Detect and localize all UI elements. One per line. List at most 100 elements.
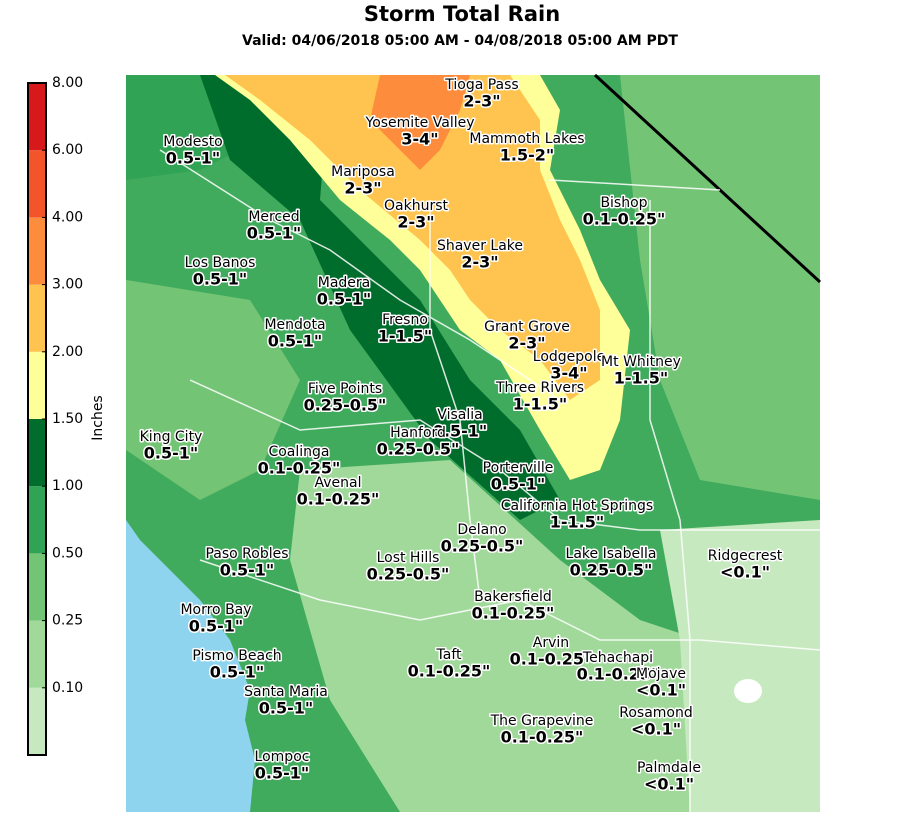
location-amount: 0.1-0.25" [258, 459, 341, 478]
location-name: Yosemite Valley [365, 115, 475, 131]
legend-swatch [28, 83, 46, 151]
location-amount: 0.1-0.25" [577, 665, 660, 684]
location-amount: 0.1-0.25" [472, 604, 555, 623]
legend-swatch [28, 217, 46, 285]
location-amount: 1.5-2" [500, 146, 554, 165]
location-amount: 0.25-0.5" [441, 537, 524, 556]
location-name: Merced [248, 209, 299, 225]
location-name: Fresno [382, 312, 428, 328]
legend-swatch [28, 553, 46, 621]
location-name: Bakersfield [474, 589, 552, 605]
legend-tick-label: 8.00 [52, 75, 83, 91]
location-name: Ridgecrest [708, 548, 783, 564]
legend-swatch [28, 419, 46, 487]
location-amount: 0.1-0.25" [510, 650, 593, 669]
location-amount: 0.5-1" [259, 699, 313, 718]
location-name: Three Rivers [495, 380, 584, 396]
lake [734, 679, 762, 703]
map [126, 73, 822, 812]
location-amount: 0.5-1" [189, 617, 243, 636]
location-name: Lake Isabella [566, 546, 657, 562]
location-amount: 2-3" [461, 253, 498, 272]
title: Storm Total Rain [364, 2, 560, 26]
legend-tick-label: 4.00 [52, 209, 83, 225]
location-name: Mammoth Lakes [469, 131, 584, 147]
legend-swatch [28, 150, 46, 218]
legend-swatch [28, 351, 46, 419]
ocean [126, 520, 255, 812]
location-amount: 2-3" [508, 334, 545, 353]
location-amount: 0.5-1" [247, 224, 301, 243]
location-name: Bishop [600, 195, 647, 211]
subtitle: Valid: 04/06/2018 05:00 AM - 04/08/2018 … [242, 33, 678, 49]
location-amount: 0.5-1" [491, 475, 545, 494]
location-name: Mojave [636, 666, 686, 682]
location-name: Mt Whitney [601, 354, 681, 370]
legend-tick-label: 1.00 [52, 478, 83, 494]
location-amount: 1-1.5" [378, 327, 432, 346]
location-amount: 1-1.5" [550, 513, 604, 532]
location-amount: 0.5-1" [220, 561, 274, 580]
location-name: Avenal [315, 475, 362, 491]
location-name: Madera [318, 275, 371, 291]
location-amount: 0.5-1" [144, 444, 198, 463]
legend-tick-label: 6.00 [52, 142, 83, 158]
location-amount: 2-3" [397, 213, 434, 232]
location-name: Arvin [533, 635, 569, 651]
zone [620, 75, 820, 500]
location-name: Pismo Beach [192, 648, 281, 664]
location-name: Palmdale [637, 760, 701, 776]
location-amount: 0.1-0.25" [583, 210, 666, 229]
location-amount: 0.25-0.5" [304, 396, 387, 415]
location-amount: 2-3" [463, 92, 500, 111]
location-amount: <0.1" [720, 563, 770, 582]
location-amount: 0.25-0.5" [377, 440, 460, 459]
location-name: Mariposa [331, 164, 395, 180]
legend-tick-label: 1.50 [52, 411, 83, 427]
zone [660, 520, 820, 812]
location-name: Tioga Pass [444, 77, 518, 93]
location-amount: 0.5-1" [166, 149, 220, 168]
location-name: Paso Robles [205, 546, 288, 562]
location-amount: 0.1-0.25" [408, 662, 491, 681]
zone [290, 460, 700, 812]
location-amount: 0.5-1" [255, 764, 309, 783]
location-amount: 0.1-0.25" [501, 728, 584, 747]
location-name: California Hot Springs [501, 498, 653, 514]
location-amount: <0.1" [636, 681, 686, 700]
location-name: Santa Maria [244, 684, 328, 700]
location-name: Coalinga [268, 444, 329, 460]
zone [225, 75, 600, 400]
location-name: Delano [457, 522, 506, 538]
location-name: Five Points [308, 381, 382, 397]
location-name: Modesto [163, 134, 223, 150]
location-amount: 3-4" [550, 364, 587, 383]
zone [370, 75, 470, 170]
legend-swatch [28, 486, 46, 554]
location-amount: 0.5-1" [210, 663, 264, 682]
legend-tick-label: 2.00 [52, 344, 83, 360]
location-name: Porterville [483, 460, 554, 476]
legend-label: Inches [90, 395, 106, 440]
location-amount: 2-3" [344, 179, 381, 198]
location-amount: 0.5-1" [268, 332, 322, 351]
location-name: Shaver Lake [437, 238, 523, 254]
county-lines [159, 149, 821, 812]
location-name: Mendota [264, 317, 325, 333]
location-amount: 0.5-1" [193, 270, 247, 289]
legend-swatch [28, 620, 46, 688]
location-amount: 0.5-1" [433, 422, 487, 441]
legend-tick-label: 0.10 [52, 680, 83, 696]
location-name: Oakhurst [384, 198, 449, 214]
location-name: Taft [436, 647, 462, 663]
location-name: Grant Grove [484, 319, 570, 335]
location-name: Lost Hills [377, 550, 440, 566]
legend-tick-label: 3.00 [52, 277, 83, 293]
location-name: Hanford [390, 425, 446, 441]
location-name: Visalia [437, 407, 482, 423]
location-name: Los Banos [185, 255, 256, 271]
location-amount: 1-1.5" [614, 369, 668, 388]
location-name: Rosamond [619, 705, 693, 721]
location-name: King City [140, 429, 203, 445]
